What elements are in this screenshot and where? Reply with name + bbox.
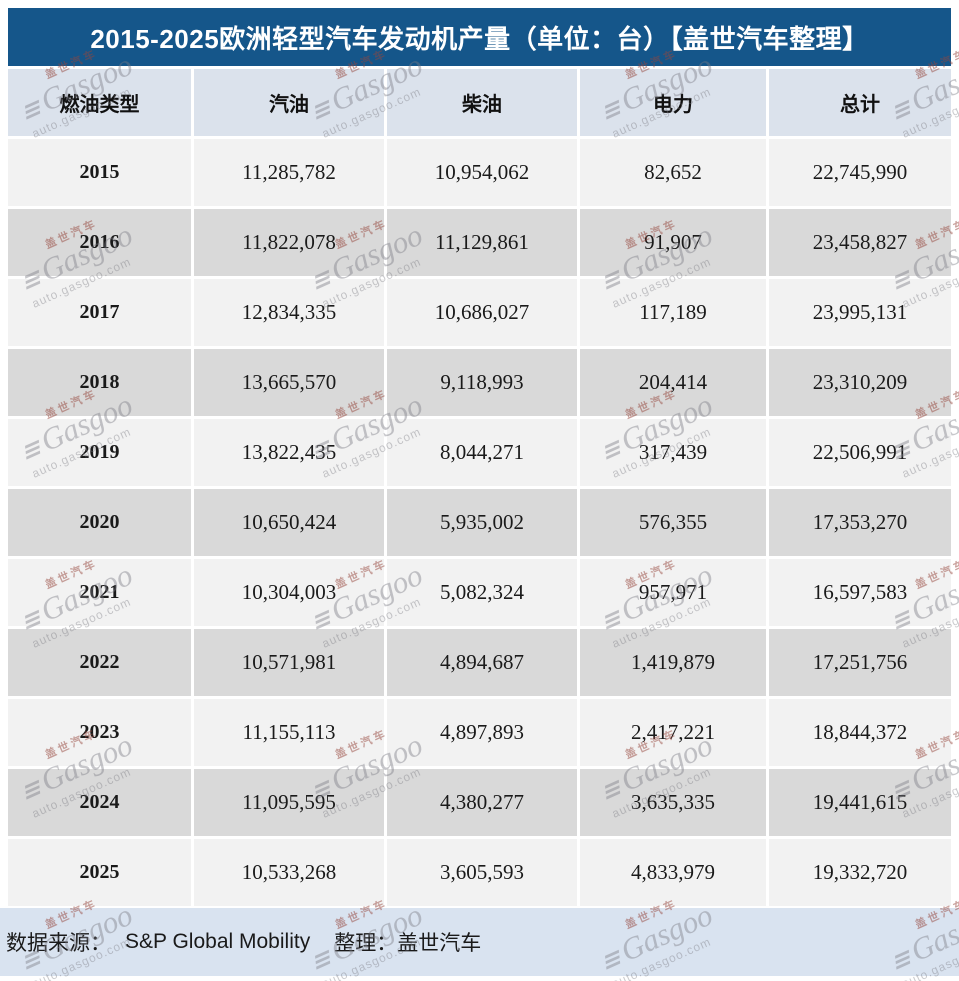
header-diesel: 柴油 (387, 69, 577, 136)
total-value: 19,332,720 (769, 839, 951, 906)
year-cell: 2024 (8, 769, 191, 836)
gasoline-value: 10,304,003 (194, 559, 384, 626)
gasoline-value: 11,285,782 (194, 139, 384, 206)
total-value: 23,995,131 (769, 279, 951, 346)
year-cell: 2017 (8, 279, 191, 346)
gasoline-value: 13,822,435 (194, 419, 384, 486)
total-value: 22,745,990 (769, 139, 951, 206)
year-cell: 2016 (8, 209, 191, 276)
gasoline-value: 10,533,268 (194, 839, 384, 906)
year-cell: 2019 (8, 419, 191, 486)
total-value: 23,458,827 (769, 209, 951, 276)
electric-value: 2,417,221 (580, 699, 766, 766)
electric-value: 3,635,335 (580, 769, 766, 836)
diesel-value: 4,894,687 (387, 629, 577, 696)
diesel-value: 10,954,062 (387, 139, 577, 206)
electric-value: 82,652 (580, 139, 766, 206)
header-electric: 电力 (580, 69, 766, 136)
compiled-label: 整理： (334, 932, 398, 955)
electric-value: 576,355 (580, 489, 766, 556)
diesel-value: 10,686,027 (387, 279, 577, 346)
diesel-value: 5,082,324 (387, 559, 577, 626)
total-value: 17,353,270 (769, 489, 951, 556)
electric-value: 1,419,879 (580, 629, 766, 696)
gasoline-value: 10,650,424 (194, 489, 384, 556)
year-cell: 2021 (8, 559, 191, 626)
data-source-bar: 数据来源： S&P Global Mobility 整理： 盖世汽车 (0, 908, 959, 976)
gasoline-value: 11,155,113 (194, 699, 384, 766)
year-cell: 2023 (8, 699, 191, 766)
header-gasoline: 汽油 (194, 69, 384, 136)
year-cell: 2020 (8, 489, 191, 556)
compiled-value: 盖世汽车 (397, 932, 482, 955)
diesel-value: 5,935,002 (387, 489, 577, 556)
page-title: 2015-2025欧洲轻型汽车发动机产量（单位：台）【盖世汽车整理】 (8, 8, 951, 66)
year-cell: 2018 (8, 349, 191, 416)
diesel-value: 8,044,271 (387, 419, 577, 486)
year-cell: 2022 (8, 629, 191, 696)
year-cell: 2015 (8, 139, 191, 206)
header-total: 总计 (769, 69, 951, 136)
total-value: 22,506,991 (769, 419, 951, 486)
total-value: 17,251,756 (769, 629, 951, 696)
production-table: 燃油类型 汽油 柴油 电力 总计 2015 11,285,782 10,954,… (8, 69, 951, 906)
diesel-value: 4,380,277 (387, 769, 577, 836)
source-value: S&P Global Mobility (125, 930, 311, 953)
diesel-value: 4,897,893 (387, 699, 577, 766)
gasoline-value: 11,095,595 (194, 769, 384, 836)
diesel-value: 3,605,593 (387, 839, 577, 906)
diesel-value: 11,129,861 (387, 209, 577, 276)
electric-value: 117,189 (580, 279, 766, 346)
electric-value: 204,414 (580, 349, 766, 416)
total-value: 18,844,372 (769, 699, 951, 766)
total-value: 16,597,583 (769, 559, 951, 626)
gasoline-value: 13,665,570 (194, 349, 384, 416)
gasoline-value: 12,834,335 (194, 279, 384, 346)
year-cell: 2025 (8, 839, 191, 906)
electric-value: 317,439 (580, 419, 766, 486)
total-value: 23,310,209 (769, 349, 951, 416)
electric-value: 957,971 (580, 559, 766, 626)
source-label: 数据来源： (6, 932, 111, 955)
electric-value: 4,833,979 (580, 839, 766, 906)
header-fuel-type: 燃油类型 (8, 69, 191, 136)
gasoline-value: 10,571,981 (194, 629, 384, 696)
gasoline-value: 11,822,078 (194, 209, 384, 276)
total-value: 19,441,615 (769, 769, 951, 836)
diesel-value: 9,118,993 (387, 349, 577, 416)
electric-value: 91,907 (580, 209, 766, 276)
